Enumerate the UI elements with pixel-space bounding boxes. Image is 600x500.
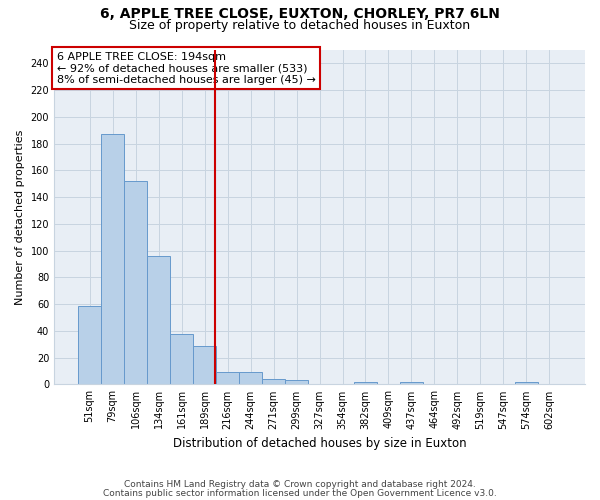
Bar <box>124 181 147 384</box>
Bar <box>239 372 262 384</box>
Bar <box>147 256 170 384</box>
Y-axis label: Number of detached properties: Number of detached properties <box>15 130 25 305</box>
Text: Size of property relative to detached houses in Euxton: Size of property relative to detached ho… <box>130 19 470 32</box>
Bar <box>400 382 423 384</box>
Text: 6, APPLE TREE CLOSE, EUXTON, CHORLEY, PR7 6LN: 6, APPLE TREE CLOSE, EUXTON, CHORLEY, PR… <box>100 8 500 22</box>
Bar <box>170 334 193 384</box>
Text: 6 APPLE TREE CLOSE: 194sqm
← 92% of detached houses are smaller (533)
8% of semi: 6 APPLE TREE CLOSE: 194sqm ← 92% of deta… <box>56 52 316 85</box>
Bar <box>354 382 377 384</box>
Bar <box>101 134 124 384</box>
Bar <box>216 372 239 384</box>
Bar <box>193 346 216 385</box>
Bar <box>285 380 308 384</box>
Text: Contains public sector information licensed under the Open Government Licence v3: Contains public sector information licen… <box>103 488 497 498</box>
Bar <box>515 382 538 384</box>
Bar <box>262 379 285 384</box>
X-axis label: Distribution of detached houses by size in Euxton: Distribution of detached houses by size … <box>173 437 466 450</box>
Bar <box>78 306 101 384</box>
Text: Contains HM Land Registry data © Crown copyright and database right 2024.: Contains HM Land Registry data © Crown c… <box>124 480 476 489</box>
